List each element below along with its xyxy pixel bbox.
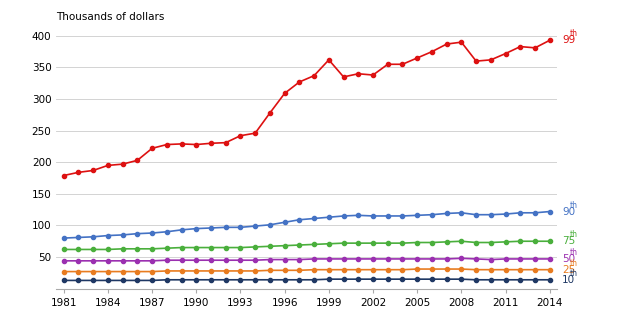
Text: Thousands of dollars: Thousands of dollars	[56, 12, 165, 22]
Text: 75: 75	[562, 236, 575, 246]
Text: th: th	[570, 259, 578, 268]
Text: 50: 50	[562, 254, 575, 264]
Text: th: th	[570, 29, 578, 38]
Text: 25: 25	[562, 265, 575, 275]
Text: 10: 10	[562, 275, 575, 285]
Text: th: th	[570, 230, 578, 239]
Text: th: th	[570, 200, 578, 210]
Text: th: th	[570, 269, 578, 278]
Text: 99: 99	[562, 35, 575, 45]
Text: th: th	[570, 248, 578, 257]
Text: 90: 90	[562, 207, 575, 216]
